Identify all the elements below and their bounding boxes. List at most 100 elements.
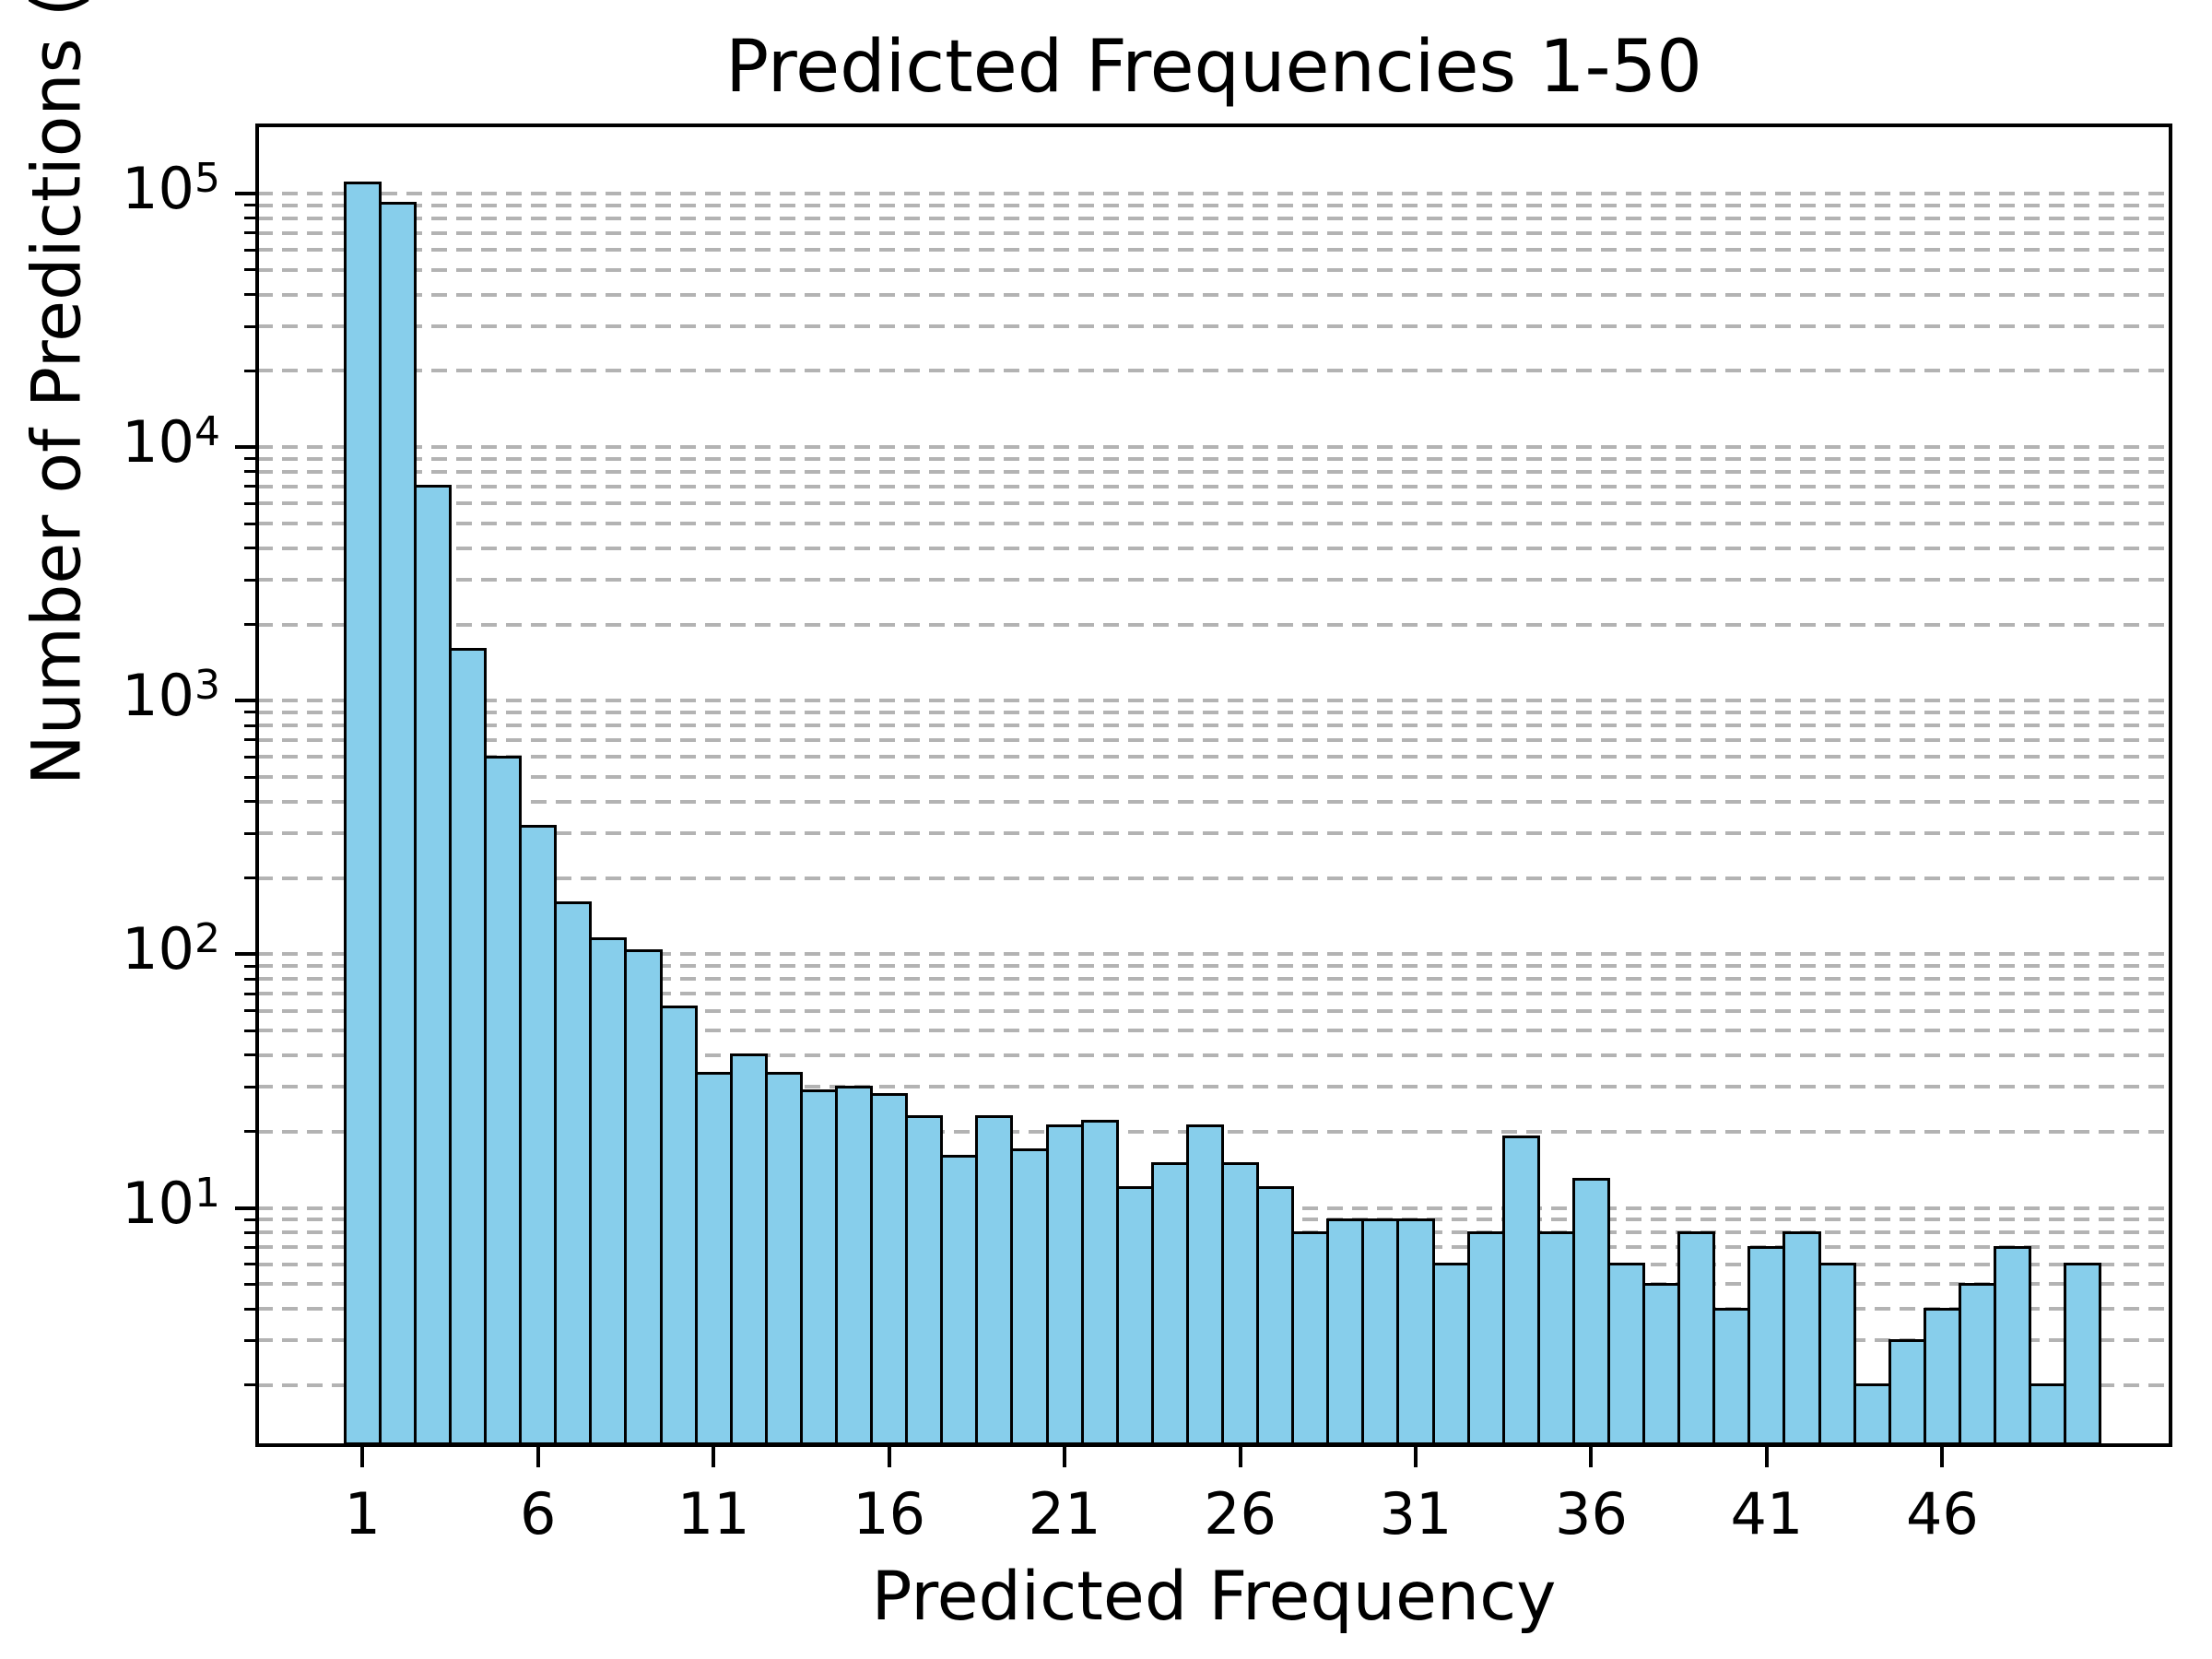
histogram-bar (589, 937, 628, 1445)
y-tick-label-exponent: 4 (194, 408, 220, 456)
y-axis-minor-tick (244, 1282, 257, 1286)
y-axis-major-tick (235, 952, 257, 957)
y-axis-minor-tick (244, 547, 257, 550)
y-gridline-minor (257, 248, 2171, 253)
y-gridline-minor (257, 964, 2171, 969)
x-tick-label: 16 (853, 1480, 926, 1547)
y-axis-minor-tick (244, 738, 257, 742)
x-tick-label: 46 (1905, 1480, 1979, 1547)
y-tick-label: 102 (0, 919, 220, 978)
y-axis-minor-tick (244, 248, 257, 252)
histogram-bar (1045, 1124, 1084, 1445)
y-axis-major-tick (235, 445, 257, 450)
y-gridline-minor (257, 755, 2171, 759)
y-tick-label-exponent: 5 (194, 155, 220, 203)
y-axis-minor-tick (244, 1218, 257, 1221)
histogram-bar (1607, 1263, 1646, 1445)
y-tick-label: 105 (0, 159, 220, 218)
y-gridline-minor (257, 203, 2171, 207)
y-gridline-minor (257, 216, 2171, 220)
y-axis-minor-tick (244, 1009, 257, 1013)
y-gridline-minor (257, 522, 2171, 526)
y-gridline-minor (257, 267, 2171, 272)
y-gridline-minor (257, 484, 2171, 488)
y-gridline-minor (257, 469, 2171, 474)
y-axis-minor-tick (244, 1307, 257, 1311)
x-axis-label: Predicted Frequency (871, 1558, 1557, 1636)
y-gridline-minor (257, 501, 2171, 506)
y-axis-minor-tick (244, 1085, 257, 1088)
y-gridline-minor (257, 578, 2171, 582)
y-tick-label: 103 (0, 665, 220, 724)
y-axis-minor-tick (244, 268, 257, 272)
y-gridline-minor (257, 831, 2171, 836)
y-axis-minor-tick (244, 1053, 257, 1057)
y-axis-minor-tick (244, 1383, 257, 1387)
histogram-bar (905, 1114, 944, 1445)
y-tick-label-exponent: 1 (194, 1169, 220, 1217)
x-tick-label: 6 (519, 1480, 557, 1547)
y-axis-minor-tick (244, 1230, 257, 1234)
histogram-bar (519, 825, 558, 1445)
y-tick-label-base: 10 (122, 408, 194, 477)
chart-title: Predicted Frequencies 1-50 (725, 26, 1702, 109)
y-gridline-minor (257, 876, 2171, 880)
x-tick-label: 31 (1379, 1480, 1453, 1547)
y-axis-minor-tick (244, 1029, 257, 1032)
y-gridline-minor (257, 292, 2171, 297)
histogram-bar (343, 182, 382, 1445)
y-axis-minor-tick (244, 623, 257, 627)
y-axis-minor-tick (244, 231, 257, 235)
y-tick-label-exponent: 2 (194, 915, 220, 963)
y-axis-minor-tick (244, 992, 257, 995)
y-axis-minor-tick (244, 977, 257, 981)
y-gridline-minor (257, 737, 2171, 742)
y-axis-minor-tick (244, 831, 257, 835)
histogram-bar (1994, 1245, 2032, 1445)
histogram-bar (1326, 1218, 1365, 1445)
y-gridline-major (257, 192, 2171, 196)
x-axis-tick (1238, 1445, 1242, 1467)
y-axis-minor-tick (244, 457, 257, 461)
y-gridline-minor (257, 230, 2171, 235)
x-tick-label: 36 (1555, 1480, 1628, 1547)
y-gridline-major (257, 952, 2171, 957)
y-gridline-minor (257, 1053, 2171, 1057)
y-gridline-minor (257, 1085, 2171, 1089)
histogram-bar (2064, 1263, 2102, 1445)
y-gridline-minor (257, 977, 2171, 982)
y-gridline-minor (257, 775, 2171, 780)
y-axis-minor-tick (244, 877, 257, 880)
y-axis-minor-tick (244, 324, 257, 328)
x-axis-tick (1063, 1445, 1067, 1467)
y-tick-label: 101 (0, 1172, 220, 1232)
y-tick-label-base: 10 (122, 915, 194, 983)
y-tick-label: 104 (0, 412, 220, 471)
y-tick-label-base: 10 (122, 662, 194, 730)
histogram-bar (764, 1071, 803, 1445)
y-gridline-minor (257, 1008, 2171, 1013)
x-axis-tick (712, 1445, 716, 1467)
y-axis-minor-tick (244, 775, 257, 779)
y-axis-minor-tick (244, 755, 257, 759)
y-gridline-minor (257, 622, 2171, 627)
y-axis-minor-tick (244, 1263, 257, 1266)
x-tick-label: 21 (1028, 1480, 1101, 1547)
y-axis-major-tick (235, 1206, 257, 1210)
y-gridline-minor (257, 456, 2171, 461)
y-gridline-minor (257, 546, 2171, 550)
histogram-bar (1818, 1263, 1856, 1445)
x-tick-label: 11 (677, 1480, 750, 1547)
y-gridline-minor (257, 992, 2171, 996)
y-gridline-minor (257, 369, 2171, 373)
plot-frame (255, 124, 2172, 1447)
histogram-bar (1010, 1147, 1049, 1445)
x-tick-label: 26 (1204, 1480, 1277, 1547)
x-axis-tick (1589, 1445, 1594, 1467)
y-axis-minor-tick (244, 217, 257, 220)
x-tick-label: 1 (344, 1480, 381, 1547)
y-tick-label-base: 10 (122, 1169, 194, 1237)
y-axis-minor-tick (244, 800, 257, 804)
y-axis-minor-tick (244, 1338, 257, 1342)
